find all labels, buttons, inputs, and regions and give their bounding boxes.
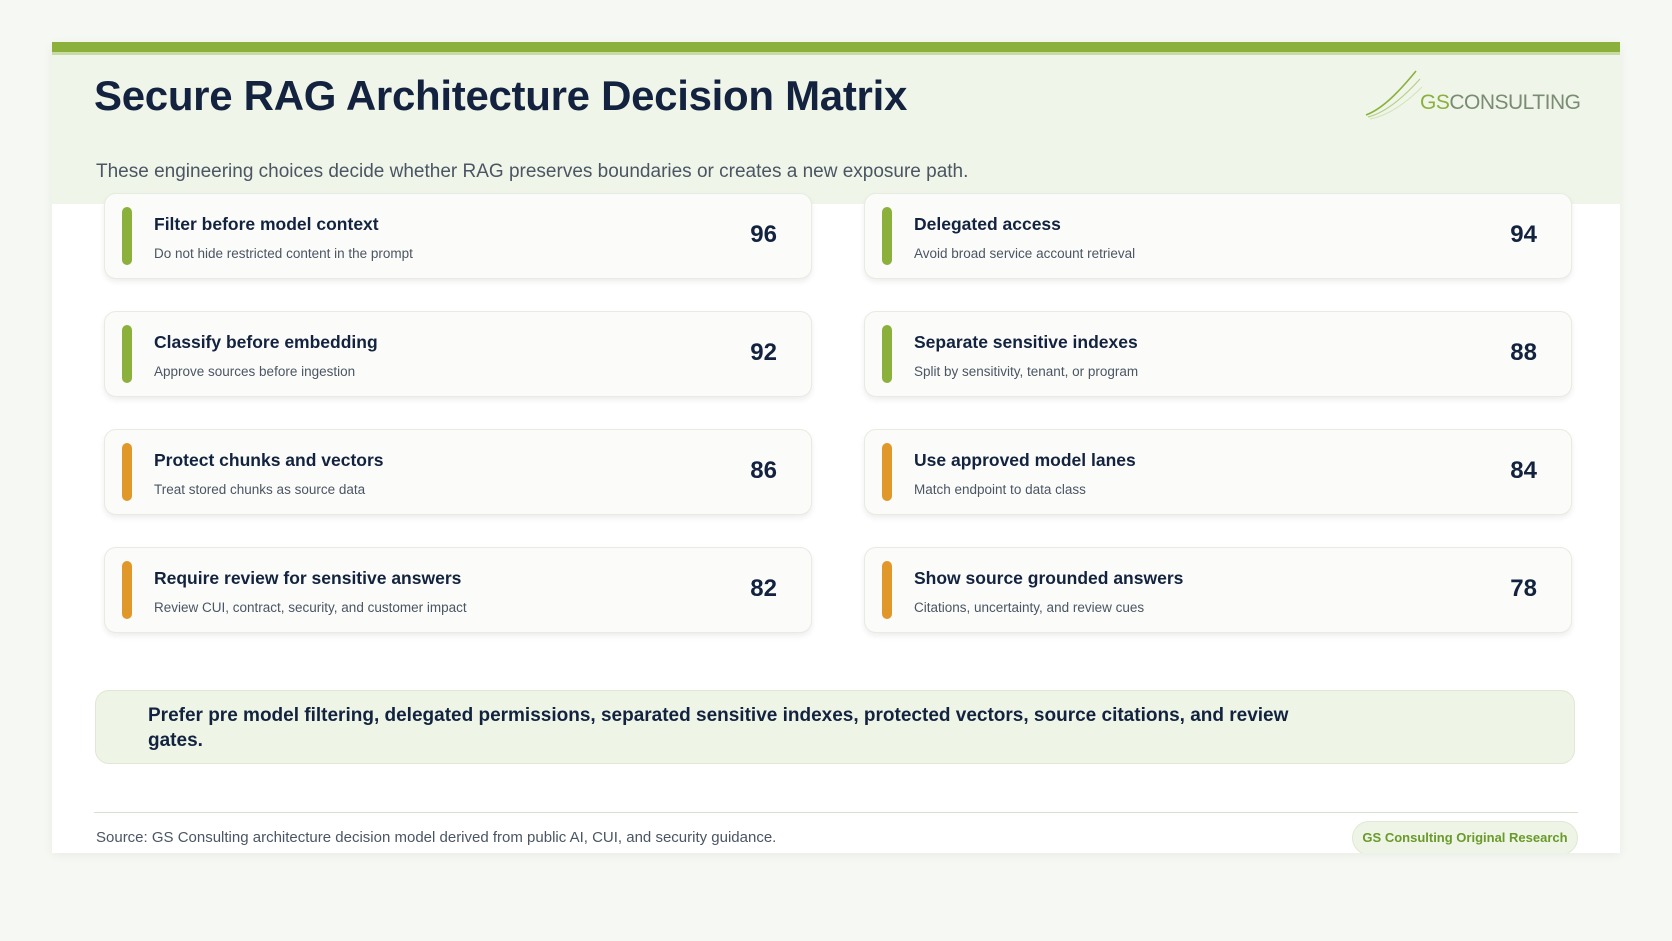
source-note: Source: GS Consulting architecture decis… xyxy=(96,829,777,846)
card-score: 82 xyxy=(750,575,777,602)
card-description: Match endpoint to data class xyxy=(914,482,1086,497)
decision-card-use-approved-model-lanes: Use approved model lanes Match endpoint … xyxy=(864,429,1572,515)
accent-bar xyxy=(122,207,132,265)
card-title: Classify before embedding xyxy=(154,332,378,352)
gs-consulting-logo: GSCONSULTING xyxy=(1364,69,1581,121)
accent-bar xyxy=(122,325,132,383)
card-description: Citations, uncertainty, and review cues xyxy=(914,600,1145,615)
card-score: 78 xyxy=(1510,575,1537,602)
card-title: Protect chunks and vectors xyxy=(154,450,384,470)
card-description: Avoid broad service account retrieval xyxy=(914,246,1136,261)
card-title: Use approved model lanes xyxy=(914,450,1136,470)
logo-wordmark-gs: GS xyxy=(1420,91,1450,114)
card-score: 92 xyxy=(750,339,777,366)
card-description: Treat stored chunks as source data xyxy=(154,482,366,497)
accent-bar xyxy=(882,561,892,619)
callout-text: Prefer pre model filtering, delegated pe… xyxy=(148,705,1289,751)
logo-wordmark: GSCONSULTING xyxy=(1420,91,1581,115)
swoosh-icon xyxy=(1365,70,1423,120)
card-description: Do not hide restricted content in the pr… xyxy=(154,246,413,261)
card-score: 96 xyxy=(750,221,777,248)
decision-card-protect-chunks-and-vectors: Protect chunks and vectors Treat stored … xyxy=(104,429,812,515)
card-score: 86 xyxy=(750,457,777,484)
accent-bar xyxy=(122,561,132,619)
top-accent-line xyxy=(52,52,1620,55)
footer-divider xyxy=(94,812,1578,813)
decision-card-classify-before-embedding: Classify before embedding Approve source… xyxy=(104,311,812,397)
card-title: Delegated access xyxy=(914,214,1061,234)
decision-card-show-source-grounded-answers: Show source grounded answers Citations, … xyxy=(864,547,1572,633)
accent-bar xyxy=(882,443,892,501)
original-research-badge: GS Consulting Original Research xyxy=(1352,821,1578,853)
accent-bar xyxy=(122,443,132,501)
slide: Secure RAG Architecture Decision Matrix … xyxy=(52,42,1620,853)
card-title: Filter before model context xyxy=(154,214,379,234)
decision-card-separate-sensitive-indexes: Separate sensitive indexes Split by sens… xyxy=(864,311,1572,397)
decision-card-filter-before-model-context: Filter before model context Do not hide … xyxy=(104,193,812,279)
decision-card-require-review: Require review for sensitive answers Rev… xyxy=(104,547,812,633)
card-score: 88 xyxy=(1510,339,1537,366)
header: Secure RAG Architecture Decision Matrix … xyxy=(52,55,1620,204)
card-score: 94 xyxy=(1510,221,1537,248)
decision-card-delegated-access: Delegated access Avoid broad service acc… xyxy=(864,193,1572,279)
page-title: Secure RAG Architecture Decision Matrix xyxy=(94,72,908,119)
card-description: Approve sources before ingestion xyxy=(154,364,356,379)
card-score: 84 xyxy=(1510,457,1537,484)
card-description: Review CUI, contract, security, and cust… xyxy=(154,600,467,615)
recommendation-callout: Prefer pre model filtering, delegated pe… xyxy=(95,690,1575,764)
card-title: Separate sensitive indexes xyxy=(914,332,1138,352)
card-title: Show source grounded answers xyxy=(914,568,1184,588)
card-description: Split by sensitivity, tenant, or program xyxy=(914,364,1139,379)
card-title: Require review for sensitive answers xyxy=(154,568,462,588)
top-accent-bar xyxy=(52,42,1620,52)
logo-wordmark-consulting: CONSULTING xyxy=(1449,91,1581,114)
accent-bar xyxy=(882,207,892,265)
page-subtitle: These engineering choices decide whether… xyxy=(96,161,969,182)
accent-bar xyxy=(882,325,892,383)
